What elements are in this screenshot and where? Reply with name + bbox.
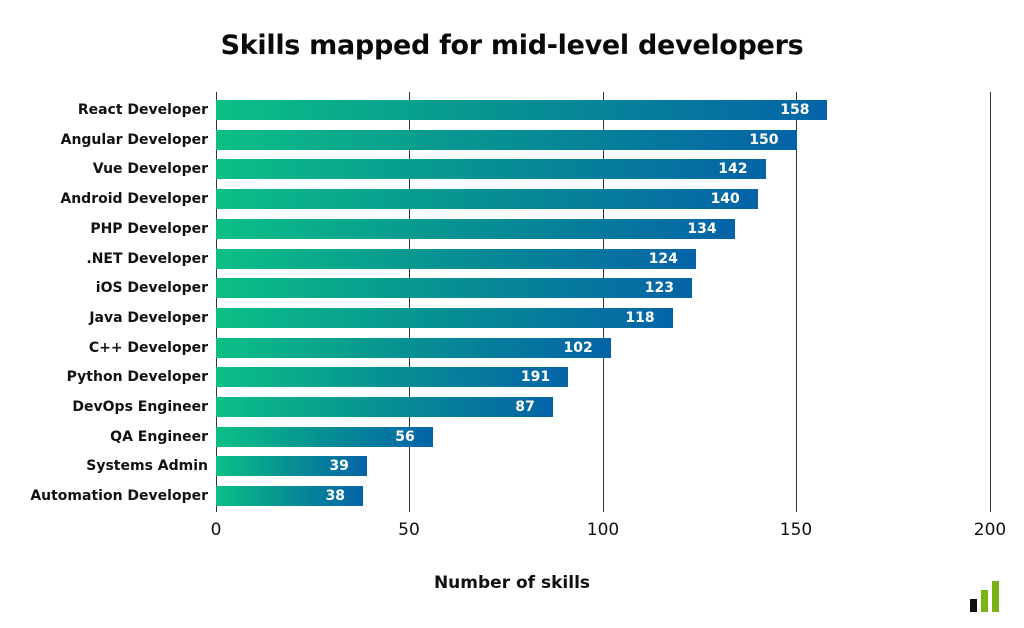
x-axis-label: Number of skills: [433, 573, 591, 593]
bar: 140: [216, 189, 758, 210]
bar-row: .NET Developer 124: [0, 248, 990, 269]
bar-row: Java Developer 118: [0, 307, 990, 328]
value-label: 191: [520, 369, 551, 386]
bar: 56: [216, 426, 433, 447]
bar: 191: [216, 367, 569, 388]
bar-row: iOS Developer 123: [0, 278, 990, 299]
chart-title: Skills mapped for mid-level developers: [220, 30, 804, 61]
category-label: PHP Developer: [90, 220, 208, 237]
value-label: 123: [644, 280, 674, 297]
bar: 102: [216, 337, 611, 358]
value-label: 39: [329, 458, 349, 475]
value-label: 140: [710, 191, 740, 208]
bar: 158: [216, 100, 828, 120]
bar: 134: [216, 218, 735, 239]
axis-line: [216, 92, 217, 512]
value-label: 56: [395, 428, 415, 445]
category-label: iOS Developer: [95, 280, 208, 297]
value-label: 102: [563, 339, 593, 356]
category-label: Vue Developer: [92, 161, 208, 178]
category-label: .NET Developer: [86, 250, 208, 267]
gridline-150: [796, 92, 797, 512]
category-label: Systems Admin: [86, 458, 208, 475]
category-label: React Developer: [77, 102, 208, 118]
value-label: 38: [325, 488, 346, 505]
value-label: 134: [687, 220, 717, 237]
tick-label: 0: [210, 520, 222, 540]
bar: 87: [216, 397, 553, 417]
bar: 142: [216, 159, 766, 180]
category-label: C++ Developer: [88, 339, 208, 356]
bar-row: Automation Developer 38: [0, 486, 990, 507]
bar-row: DevOps Engineer 87: [0, 397, 990, 417]
tick-label: 50: [398, 520, 420, 540]
bar: 150: [216, 129, 797, 150]
bar-row: PHP Developer 134: [0, 218, 990, 239]
bar-row: C++ Developer 102: [0, 337, 990, 358]
category-label: QA Engineer: [110, 428, 208, 445]
bar-row: Vue Developer 142: [0, 159, 990, 180]
value-label: 124: [648, 250, 678, 267]
value-label: 158: [780, 102, 810, 118]
category-label: Python Developer: [66, 369, 208, 386]
category-label: Angular Developer: [60, 131, 208, 148]
tick-label: 200: [973, 520, 1007, 540]
bar: 124: [216, 248, 696, 269]
value-label: 87: [515, 399, 535, 415]
category-label: DevOps Engineer: [72, 399, 208, 415]
gridline-100: [603, 92, 604, 512]
bar: 39: [216, 456, 367, 477]
bar-row: QA Engineer 56: [0, 426, 990, 447]
bar-row: React Developer 158: [0, 100, 990, 120]
bar-row: Android Developer 140: [0, 189, 990, 210]
tick-label: 100: [586, 520, 620, 540]
tick-label: 150: [779, 520, 813, 540]
bar: 123: [216, 278, 692, 299]
bar-row: Systems Admin 39: [0, 456, 990, 477]
value-label: 142: [718, 161, 748, 178]
gridline-200: [990, 92, 991, 512]
category-label: Android Developer: [60, 191, 208, 208]
bar: 38: [216, 486, 364, 507]
bar-row: Python Developer 191: [0, 367, 990, 388]
category-label: Java Developer: [89, 309, 208, 326]
bar-chart-logo-icon: [970, 578, 1000, 612]
category-label: Automation Developer: [30, 488, 208, 505]
value-label: 118: [625, 309, 655, 326]
value-label: 150: [749, 131, 779, 148]
gridline-50: [409, 92, 410, 512]
bar: 118: [216, 307, 673, 328]
plot-area: 0 50 100 150 200 React Developer 158 Angul…: [30, 92, 1006, 540]
bar-row: Angular Developer 150: [0, 129, 990, 150]
